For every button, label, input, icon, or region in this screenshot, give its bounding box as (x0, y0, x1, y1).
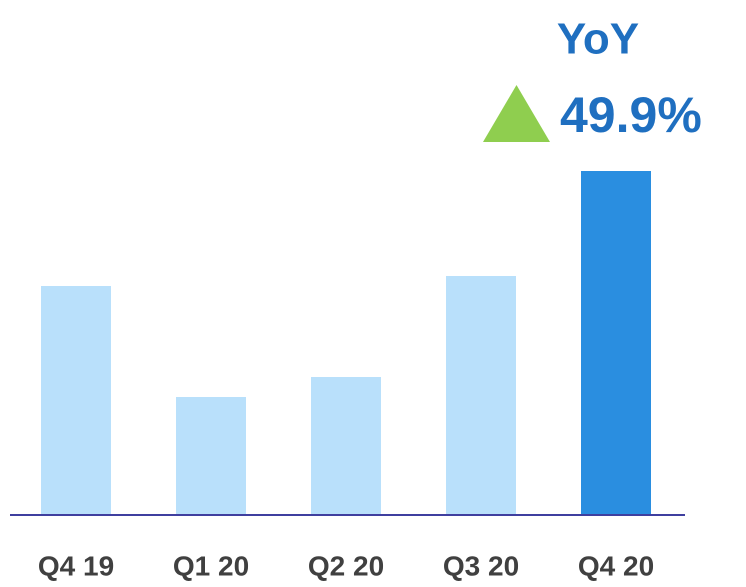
x-tick-label: Q1 20 (173, 550, 249, 581)
bar (581, 171, 651, 515)
x-tick-label: Q4 19 (38, 550, 114, 581)
bar (41, 286, 111, 515)
yoy-change: 49.9% (560, 87, 702, 143)
x-tick-label: Q2 20 (308, 550, 384, 581)
x-tick-label: Q3 20 (443, 550, 519, 581)
up-arrow (483, 85, 550, 142)
bar (176, 397, 246, 515)
bar (446, 276, 516, 515)
bar (311, 377, 381, 515)
x-tick-label: Q4 20 (578, 550, 654, 581)
yoy-label: YoY (557, 15, 639, 64)
